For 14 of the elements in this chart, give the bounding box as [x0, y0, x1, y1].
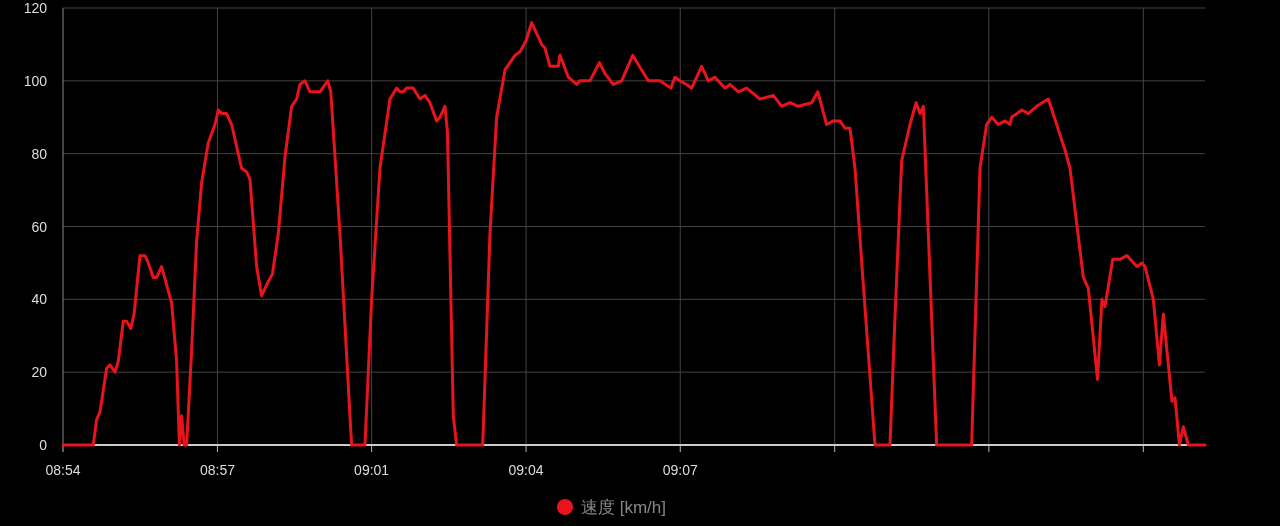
line-series: [61, 21, 1207, 447]
y-tick-label: 0: [39, 437, 48, 453]
x-tick-label: 09:04: [508, 462, 544, 478]
y-tick-label: 80: [31, 145, 48, 162]
y-tick-label: 120: [23, 0, 48, 16]
y-tick-label: 60: [31, 218, 48, 235]
x-tick-label: 09:01: [354, 462, 390, 478]
legend-label: 速度 [km/h]: [581, 498, 667, 517]
x-tick-label: 08:57: [199, 462, 236, 478]
y-tick-label: 40: [31, 291, 48, 308]
y-tick-label: 100: [23, 72, 48, 89]
x-tick-label: 08:54: [45, 462, 81, 478]
y-tick-label: 20: [31, 364, 48, 381]
x-tick-label: 09:07: [662, 462, 698, 478]
